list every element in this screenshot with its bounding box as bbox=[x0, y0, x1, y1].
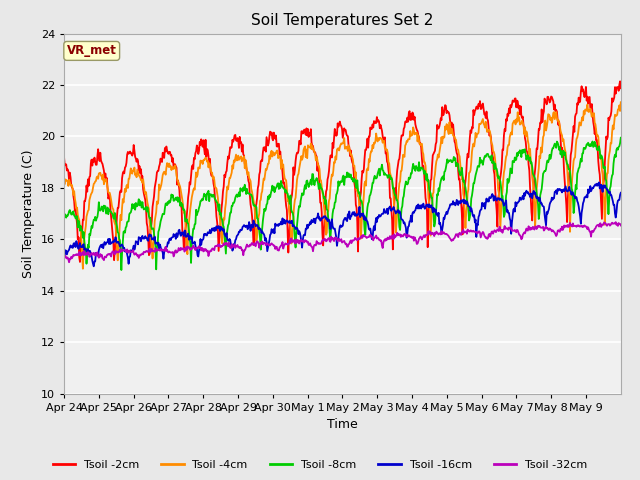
Tsoil -2cm bbox=[401, 124, 408, 130]
Tsoil -4cm bbox=[432, 163, 440, 169]
Tsoil -32cm bbox=[277, 242, 285, 248]
Title: Soil Temperatures Set 2: Soil Temperatures Set 2 bbox=[252, 13, 433, 28]
Tsoil -8cm bbox=[256, 234, 264, 240]
Y-axis label: Soil Temperature (C): Soil Temperature (C) bbox=[22, 149, 35, 278]
Tsoil -2cm bbox=[617, 85, 625, 91]
Tsoil -16cm bbox=[401, 219, 408, 225]
Tsoil -2cm bbox=[228, 137, 236, 143]
Tsoil -32cm bbox=[617, 223, 625, 228]
Tsoil -4cm bbox=[401, 154, 408, 160]
Tsoil -8cm bbox=[401, 186, 408, 192]
Tsoil -4cm bbox=[228, 163, 236, 168]
X-axis label: Time: Time bbox=[327, 418, 358, 431]
Line: Tsoil -16cm: Tsoil -16cm bbox=[64, 182, 621, 266]
Tsoil -16cm bbox=[617, 190, 625, 196]
Tsoil -32cm bbox=[60, 254, 68, 260]
Tsoil -4cm bbox=[617, 99, 625, 105]
Line: Tsoil -8cm: Tsoil -8cm bbox=[64, 138, 621, 270]
Tsoil -8cm bbox=[126, 210, 134, 216]
Tsoil -2cm bbox=[256, 169, 264, 175]
Legend: Tsoil -2cm, Tsoil -4cm, Tsoil -8cm, Tsoil -16cm, Tsoil -32cm: Tsoil -2cm, Tsoil -4cm, Tsoil -8cm, Tsoi… bbox=[48, 456, 592, 474]
Tsoil -2cm bbox=[616, 78, 624, 84]
Tsoil -32cm bbox=[256, 241, 264, 247]
Tsoil -2cm bbox=[76, 259, 84, 265]
Tsoil -4cm bbox=[79, 266, 86, 272]
Tsoil -8cm bbox=[228, 203, 236, 209]
Tsoil -32cm bbox=[126, 248, 134, 254]
Tsoil -2cm bbox=[126, 149, 134, 155]
Line: Tsoil -4cm: Tsoil -4cm bbox=[64, 102, 621, 269]
Tsoil -2cm bbox=[60, 154, 68, 159]
Tsoil -16cm bbox=[595, 180, 603, 185]
Tsoil -16cm bbox=[60, 253, 68, 259]
Tsoil -32cm bbox=[401, 231, 408, 237]
Tsoil -16cm bbox=[90, 264, 98, 269]
Tsoil -32cm bbox=[228, 245, 236, 251]
Tsoil -2cm bbox=[277, 162, 285, 168]
Tsoil -16cm bbox=[256, 226, 264, 232]
Tsoil -32cm bbox=[65, 259, 73, 265]
Tsoil -8cm bbox=[432, 210, 440, 216]
Tsoil -8cm bbox=[60, 215, 68, 220]
Tsoil -32cm bbox=[432, 231, 440, 237]
Tsoil -32cm bbox=[612, 219, 620, 225]
Tsoil -8cm bbox=[118, 267, 125, 273]
Tsoil -16cm bbox=[432, 206, 440, 212]
Tsoil -4cm bbox=[256, 198, 264, 204]
Line: Tsoil -2cm: Tsoil -2cm bbox=[64, 81, 621, 262]
Tsoil -2cm bbox=[432, 141, 440, 147]
Tsoil -16cm bbox=[228, 248, 236, 253]
Tsoil -8cm bbox=[617, 135, 625, 141]
Tsoil -4cm bbox=[277, 166, 285, 172]
Text: VR_met: VR_met bbox=[67, 44, 116, 58]
Tsoil -8cm bbox=[277, 178, 285, 184]
Line: Tsoil -32cm: Tsoil -32cm bbox=[64, 222, 621, 262]
Tsoil -16cm bbox=[277, 219, 285, 225]
Tsoil -4cm bbox=[126, 170, 134, 176]
Tsoil -16cm bbox=[126, 253, 134, 259]
Tsoil -4cm bbox=[60, 180, 68, 186]
